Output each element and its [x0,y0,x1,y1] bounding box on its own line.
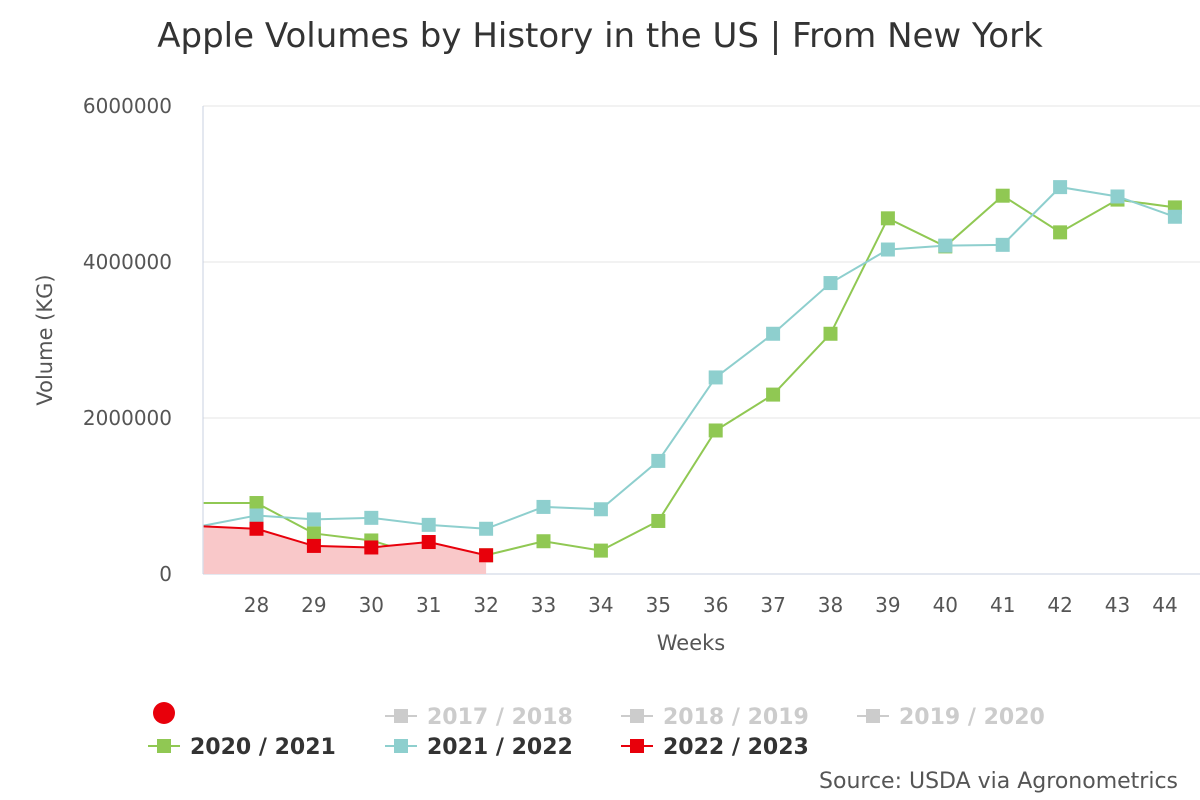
data-point-2021-2022 [766,326,781,341]
legend: 2017 / 2018 2018 / 2019 2019 / 2020 2020 / … [148,702,1045,760]
x-tick-label: 37 [760,593,785,617]
data-point-2021-2022 [306,512,321,527]
legend-item-hidden: 2018 / 2019 [621,705,809,730]
source-note: Source: USDA via Agronometrics [819,769,1178,794]
x-tick-label: 29 [301,593,326,617]
chart-title: Apple Volumes by History in the US | Fro… [157,16,1043,56]
x-tick-label: 30 [359,593,384,617]
legend-item: 2021 / 2022 [385,735,573,760]
series-area-2022-2023 [203,526,487,574]
x-tick-label: 28 [244,593,269,617]
y-axis: 0 2000000 4000000 6000000 [83,94,172,586]
legend-square-icon [630,739,644,753]
x-tick-label: 43 [1105,593,1130,617]
data-point-2020-2021 [536,534,551,549]
y-tick-label: 6000000 [83,94,172,118]
data-point-2020-2021 [880,211,895,226]
x-tick-label: 41 [990,593,1015,617]
x-tick-label: 31 [416,593,441,617]
legend-item-hidden: 2019 / 2020 [857,705,1045,730]
data-point-2020-2021 [995,188,1010,203]
plot-area [203,180,1182,574]
legend-label: 2018 / 2019 [663,705,809,730]
legend-label: 2017 / 2018 [427,705,573,730]
x-tick-label: 40 [933,593,958,617]
data-point-2021-2022 [1167,209,1182,224]
legend-square-icon [866,709,880,723]
x-tick-label: 42 [1047,593,1072,617]
data-point-2020-2021 [306,526,321,541]
legend-square-icon [157,739,171,753]
data-point-2022-2023 [306,538,321,553]
data-point-2021-2022 [249,508,264,523]
x-tick-label: 33 [531,593,556,617]
data-point-2020-2021 [249,496,264,511]
data-point-2021-2022 [995,237,1010,252]
data-point-2021-2022 [880,242,895,257]
x-tick-label: 36 [703,593,728,617]
x-tick-label: 34 [588,593,613,617]
series-2021-2022 [203,180,1182,536]
data-point-2020-2021 [766,387,781,402]
x-tick-label: 32 [473,593,498,617]
grid [202,105,1200,575]
legend-item: 2020 / 2021 [148,735,336,760]
legend-dot-icon [153,702,175,724]
data-point-2021-2022 [823,276,838,291]
data-point-2021-2022 [1110,189,1125,204]
data-point-2020-2021 [593,543,608,558]
legend-label: 2022 / 2023 [663,735,809,760]
data-point-2022-2023 [249,521,264,536]
x-axis-title: Weeks [657,631,725,655]
legend-item: 2022 / 2023 [621,735,809,760]
series-line-2020-2021 [203,194,1176,559]
data-point-2021-2022 [479,521,494,536]
data-point-2020-2021 [823,326,838,341]
series-2022-2023 [203,521,494,574]
legend-square-icon [630,709,644,723]
y-tick-label: 4000000 [83,250,172,274]
x-tick-label: 44 [1152,593,1177,617]
data-point-2021-2022 [593,502,608,517]
y-axis-title: Volume (KG) [33,274,57,405]
series-line-2021-2022 [203,186,1176,530]
y-tick-label: 2000000 [83,406,172,430]
data-point-2021-2022 [536,499,551,514]
data-point-2021-2022 [938,238,953,253]
legend-square-icon [394,739,408,753]
data-point-2021-2022 [708,370,723,385]
data-point-2021-2022 [421,517,436,532]
legend-item-hidden: 2017 / 2018 [385,705,573,730]
series-line-2022-2023 [203,525,487,557]
data-point-2021-2022 [651,453,666,468]
legend-square-icon [394,709,408,723]
x-axis: 28 29 30 31 32 33 34 35 36 37 38 39 40 41 42 43 44 [244,593,1178,617]
x-tick-label: 39 [875,593,900,617]
legend-label: 2019 / 2020 [899,705,1045,730]
x-tick-label: 38 [818,593,843,617]
x-tick-label: 35 [646,593,671,617]
data-point-2020-2021 [708,423,723,438]
y-tick-label: 0 [159,562,172,586]
data-point-2020-2021 [1053,225,1068,240]
legend-label: 2021 / 2022 [427,735,573,760]
series-2020-2021 [203,188,1182,565]
data-point-2020-2021 [651,513,666,528]
legend-label: 2020 / 2021 [190,735,336,760]
data-point-2021-2022 [1053,180,1068,195]
data-point-2022-2023 [479,548,494,563]
data-point-2021-2022 [364,510,379,525]
data-point-2022-2023 [421,535,436,550]
data-point-2022-2023 [364,540,379,555]
